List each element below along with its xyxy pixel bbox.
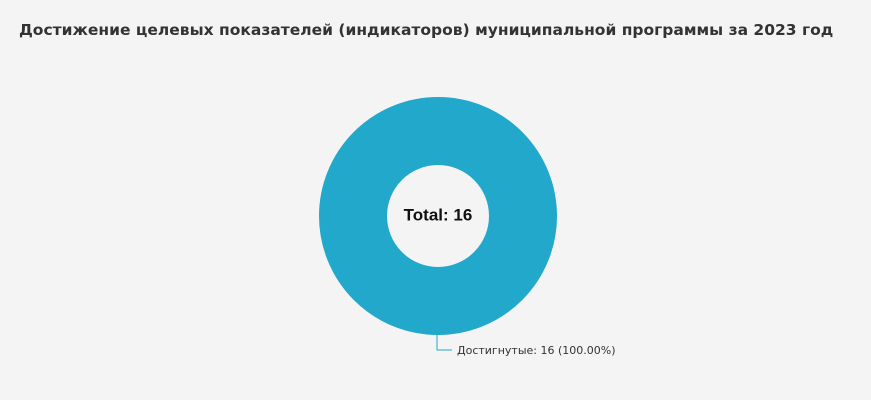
donut-slices <box>319 97 557 335</box>
slice-label-leader-line <box>436 335 452 351</box>
slice-labels: Достигнутые: 16 (100.00%) <box>436 335 616 357</box>
donut-center-total: Total: 16 <box>404 205 473 224</box>
slice-label-0: Достигнутые: 16 (100.00%) <box>457 344 616 357</box>
chart-title: Достижение целевых показателей (индикато… <box>19 21 834 39</box>
donut-slice-0[interactable] <box>319 97 557 335</box>
